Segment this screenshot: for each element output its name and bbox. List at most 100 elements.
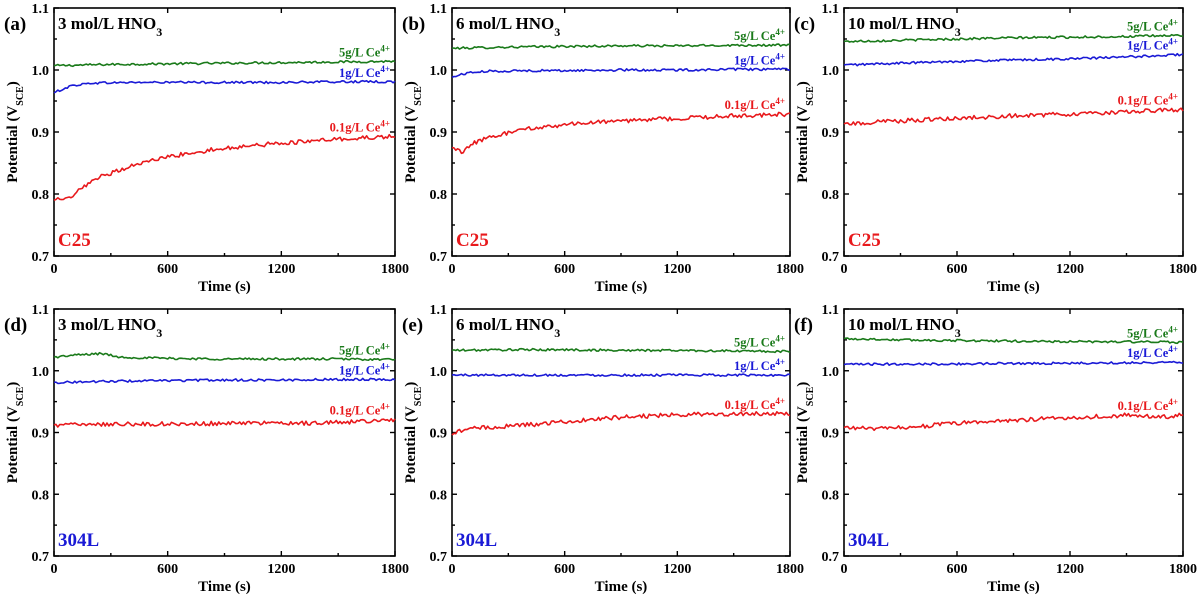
y-axis-title-sub: SCE — [805, 86, 816, 106]
y-tick-label: 0.8 — [32, 188, 50, 203]
x-tick-label: 1800 — [776, 562, 804, 577]
series-line-1g-l-ce — [53, 79, 396, 94]
series-label: 1g/L Ce4+ — [339, 64, 390, 80]
series-label: 1g/L Ce4+ — [1127, 344, 1178, 360]
panel-title: 10 mol/L HNO3 — [848, 14, 961, 39]
y-axis-title: Potential (VSCE) — [403, 81, 424, 183]
y-axis-title-close: ) — [5, 81, 21, 86]
series-label-name: 0.1g/L Ce — [330, 120, 381, 134]
y-tick-label: 0.9 — [822, 126, 840, 141]
y-axis-title: Potential (VSCE) — [795, 382, 816, 484]
panel-letter: (e) — [402, 315, 423, 336]
y-tick-label: 0.9 — [822, 427, 840, 442]
series-line-0-1g-l-ce — [843, 412, 1184, 432]
x-tick-label: 0 — [841, 562, 848, 577]
series-label: 1g/L Ce4+ — [734, 357, 785, 373]
x-tick-label: 600 — [554, 562, 575, 577]
panel-letter: (f) — [794, 315, 813, 336]
x-tick-label: 1800 — [1169, 262, 1197, 277]
series-line-1g-l-ce — [843, 360, 1184, 366]
series-label-name: 1g/L Ce — [339, 363, 381, 377]
series-label: 0.1g/L Ce4+ — [1118, 92, 1178, 108]
y-axis-title-close: ) — [5, 382, 21, 387]
x-axis-title: Time (s) — [595, 579, 648, 595]
y-tick-label: 1.0 — [822, 365, 840, 380]
series-label: 0.1g/L Ce4+ — [1118, 397, 1178, 413]
series-label-sup: 4+ — [775, 27, 785, 37]
y-tick-label: 0.9 — [32, 126, 50, 141]
series-line-1g-l-ce — [53, 377, 396, 385]
panel-title: 3 mol/L HNO3 — [58, 14, 162, 39]
series-label-name: 1g/L Ce — [1127, 346, 1169, 360]
series-label-name: 0.1g/L Ce — [725, 398, 776, 412]
series-label: 1g/L Ce4+ — [734, 51, 785, 67]
series-label-name: 1g/L Ce — [1127, 39, 1169, 53]
series-label-name: 5g/L Ce — [339, 344, 381, 358]
x-tick-label: 0 — [449, 562, 456, 577]
series-line-0-1g-l-ce — [53, 133, 396, 201]
panel-title-main: 6 mol/L HNO — [456, 315, 554, 334]
series-label-sup: 4+ — [775, 357, 785, 367]
y-tick-label: 0.7 — [822, 250, 840, 265]
x-tick-label: 600 — [947, 262, 968, 277]
series-label: 0.1g/L Ce4+ — [725, 96, 785, 112]
panel-title: 6 mol/L HNO3 — [456, 315, 560, 340]
panel-title-sub: 3 — [955, 25, 961, 39]
panel-title-main: 3 mol/L HNO — [58, 14, 156, 33]
y-axis-title-main: Potential (V — [5, 106, 21, 183]
y-axis-title-main: Potential (V — [403, 106, 419, 183]
series-label: 5g/L Ce4+ — [1127, 17, 1178, 33]
panel-title-main: 10 mol/L HNO — [848, 315, 955, 334]
x-tick-label: 1200 — [663, 562, 691, 577]
y-tick-label: 1.1 — [430, 303, 448, 318]
series-label-name: 5g/L Ce — [734, 336, 776, 350]
x-axis-title: Time (s) — [987, 279, 1040, 295]
series-label-sup: 4+ — [380, 402, 390, 412]
y-axis-title-sub: SCE — [805, 386, 816, 406]
series-label-sup: 4+ — [775, 51, 785, 61]
series-line-5g-l-ce — [451, 43, 791, 50]
x-tick-label: 1800 — [776, 262, 804, 277]
panel-title: 3 mol/L HNO3 — [58, 315, 162, 340]
series-label: 5g/L Ce4+ — [1127, 324, 1178, 340]
y-axis-title-sub: SCE — [413, 386, 424, 406]
series-label: 5g/L Ce4+ — [339, 43, 390, 59]
x-tick-label: 1200 — [267, 262, 295, 277]
series-label-name: 1g/L Ce — [734, 53, 776, 67]
x-tick-label: 0 — [51, 562, 58, 577]
series-label-name: 5g/L Ce — [734, 29, 776, 43]
y-axis-title-main: Potential (V — [5, 406, 21, 483]
series-line-0-1g-l-ce — [451, 111, 791, 155]
panel-title-sub: 3 — [554, 25, 560, 39]
panel-a: 0 600 1200 1800 0.7 0.8 0.9 1.0 1.1 Time (s) Poten… — [4, 2, 409, 295]
panel-e: 0 600 1200 1800 0.7 0.8 0.9 1.0 1.1 Time (s) Poten… — [402, 303, 804, 595]
y-tick-label: 0.7 — [32, 250, 50, 265]
y-tick-label: 0.9 — [430, 427, 448, 442]
y-tick-label: 0.8 — [430, 188, 448, 203]
material-label: 304L — [456, 530, 497, 551]
series-label: 5g/L Ce4+ — [339, 342, 390, 358]
series-line-5g-l-ce — [53, 59, 396, 68]
series-label-sup: 4+ — [775, 334, 785, 344]
series-label: 0.1g/L Ce4+ — [330, 118, 390, 134]
y-axis-title: Potential (VSCE) — [795, 81, 816, 183]
series-label-name: 0.1g/L Ce — [1118, 94, 1169, 108]
series-line-0-1g-l-ce — [843, 107, 1184, 126]
series-label-sup: 4+ — [1168, 92, 1178, 102]
y-axis-title-main: Potential (V — [403, 406, 419, 483]
x-tick-label: 1200 — [663, 262, 691, 277]
series-line-1g-l-ce — [451, 373, 791, 377]
y-tick-label: 0.9 — [430, 126, 448, 141]
series-line-0-1g-l-ce — [451, 411, 791, 436]
series-label: 5g/L Ce4+ — [734, 27, 785, 43]
x-tick-label: 600 — [554, 262, 575, 277]
y-tick-label: 1.0 — [32, 64, 50, 79]
x-tick-label: 1800 — [381, 262, 409, 277]
x-axis-title: Time (s) — [198, 279, 251, 295]
x-tick-label: 0 — [449, 262, 456, 277]
panel-letter: (c) — [794, 14, 815, 35]
x-tick-label: 600 — [157, 562, 178, 577]
x-tick-label: 600 — [157, 262, 178, 277]
y-tick-label: 0.9 — [32, 427, 50, 442]
x-tick-label: 0 — [51, 262, 58, 277]
